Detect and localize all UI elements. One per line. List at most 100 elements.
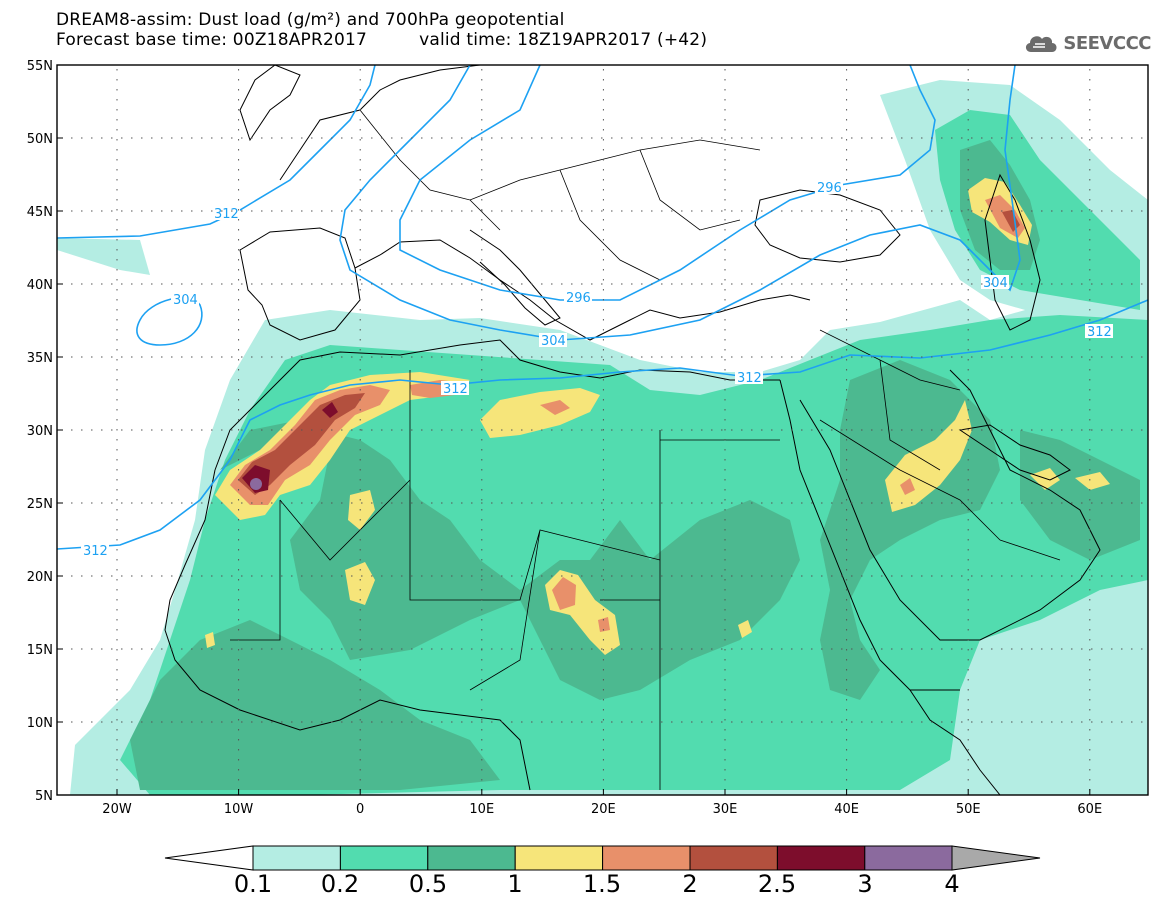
- grid-dot: [238, 399, 240, 401]
- grid-dot: [711, 210, 713, 212]
- grid-dot: [501, 429, 503, 431]
- grid-dot: [671, 502, 673, 504]
- grid-dot: [251, 283, 253, 285]
- grid-dot: [116, 559, 118, 561]
- grid-dot: [771, 502, 773, 504]
- grid-dot: [751, 575, 753, 577]
- grid-dot: [631, 283, 633, 285]
- contour-label-7: 296: [817, 181, 842, 196]
- grid-dot: [481, 283, 483, 285]
- grid-dot: [381, 721, 383, 723]
- grid-dot: [71, 210, 73, 212]
- grid-dot: [359, 709, 361, 711]
- grid-dot: [221, 429, 223, 431]
- grid-dot: [1089, 369, 1091, 371]
- grid-dot: [781, 283, 783, 285]
- grid-dot: [281, 575, 283, 577]
- grid-dot: [701, 648, 703, 650]
- grid-dot: [231, 575, 233, 577]
- grid-dot: [791, 575, 793, 577]
- grid-dot: [461, 575, 463, 577]
- grid-dot: [731, 648, 733, 650]
- grid-dot: [831, 502, 833, 504]
- grid-dot: [359, 219, 361, 221]
- grid-dot: [116, 359, 118, 361]
- grid-dot: [1051, 721, 1053, 723]
- grid-dot: [967, 339, 969, 341]
- grid-dot: [846, 589, 848, 591]
- grid-dot: [141, 210, 143, 212]
- grid-dot: [481, 379, 483, 381]
- grid-dot: [1101, 210, 1103, 212]
- grid-dot: [701, 429, 703, 431]
- grid-dot: [1001, 575, 1003, 577]
- grid-dot: [481, 599, 483, 601]
- grid-dot: [359, 639, 361, 641]
- grid-dot: [724, 719, 726, 721]
- grid-dot: [911, 721, 913, 723]
- grid-dot: [191, 575, 193, 577]
- grid-dot: [681, 721, 683, 723]
- grid-dot: [431, 137, 433, 139]
- grid-dot: [601, 429, 603, 431]
- grid-dot: [261, 575, 263, 577]
- grid-dot: [602, 659, 604, 661]
- grid-dot: [691, 429, 693, 431]
- grid-dot: [238, 599, 240, 601]
- grid-dot: [724, 749, 726, 751]
- grid-dot: [91, 210, 93, 212]
- grid-dot: [967, 329, 969, 331]
- grid-dot: [491, 502, 493, 504]
- grid-dot: [961, 137, 963, 139]
- grid-dot: [971, 356, 973, 358]
- grid-dot: [1031, 356, 1033, 358]
- grid-dot: [961, 575, 963, 577]
- grid-dot: [681, 575, 683, 577]
- grid-dot: [431, 210, 433, 212]
- grid-dot: [591, 137, 593, 139]
- grid-dot: [771, 356, 773, 358]
- grid-dot: [238, 239, 240, 241]
- grid-dot: [238, 309, 240, 311]
- grid-dot: [201, 210, 203, 212]
- grid-dot: [541, 356, 543, 358]
- grid-dot: [359, 339, 361, 341]
- grid-dot: [231, 721, 233, 723]
- grid-dot: [1089, 549, 1091, 551]
- grid-dot: [1071, 283, 1073, 285]
- grid-dot: [91, 283, 93, 285]
- grid-dot: [381, 283, 383, 285]
- contour-304-island: [136, 297, 203, 346]
- grid-dot: [281, 721, 283, 723]
- colorbar-swatch-4: [602, 845, 691, 871]
- grid-dot: [521, 137, 523, 139]
- grid-dot: [1051, 502, 1053, 504]
- grid-dot: [481, 429, 483, 431]
- grid-dot: [641, 721, 643, 723]
- grid-dot: [611, 648, 613, 650]
- grid-dot: [1089, 399, 1091, 401]
- grid-dot: [359, 159, 361, 161]
- grid-dot: [271, 575, 273, 577]
- grid-dot: [961, 502, 963, 504]
- grid-dot: [801, 356, 803, 358]
- grid-dot: [101, 283, 103, 285]
- grid-dot: [967, 129, 969, 131]
- grid-dot: [1089, 529, 1091, 531]
- grid-dot: [359, 729, 361, 731]
- grid-dot: [941, 575, 943, 577]
- grid-dot: [261, 356, 263, 358]
- dust-level-1-sudan: [738, 620, 752, 638]
- grid-dot: [1051, 283, 1053, 285]
- grid-dot: [1031, 137, 1033, 139]
- grid-dot: [1041, 283, 1043, 285]
- grid-dot: [846, 709, 848, 711]
- grid-dot: [401, 721, 403, 723]
- grid-dot: [681, 210, 683, 212]
- lat-label-25N: 25N: [27, 497, 53, 512]
- grid-dot: [967, 299, 969, 301]
- grid-dot: [951, 283, 953, 285]
- grid-dot: [91, 575, 93, 577]
- grid-dot: [801, 575, 803, 577]
- grid-dot: [1089, 649, 1091, 651]
